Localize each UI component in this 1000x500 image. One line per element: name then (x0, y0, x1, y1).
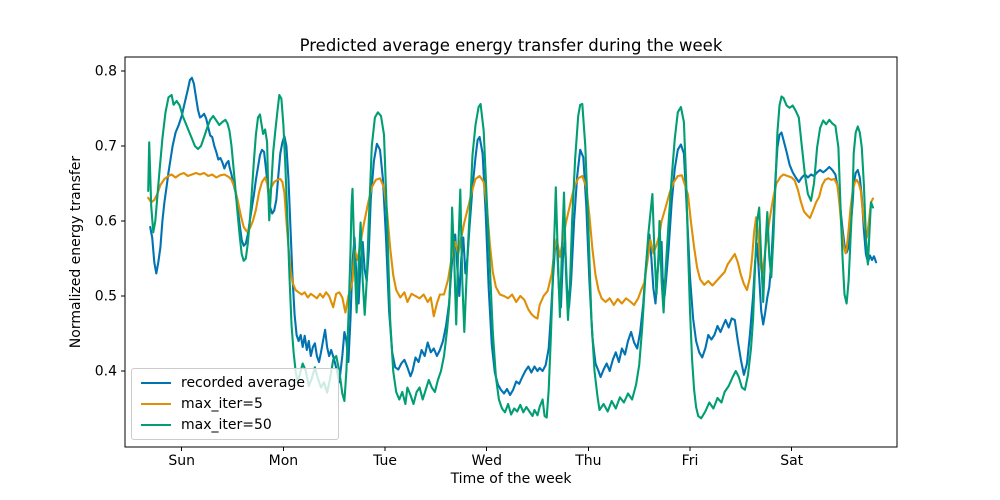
y-tick-label-0.4: 0.4 (95, 364, 117, 380)
x-tick-label-tue: Tue (372, 453, 397, 469)
legend-line-swatch-max-iter-50 (141, 424, 171, 427)
series-line-recorded-average (149, 76, 878, 397)
legend-line-swatch-recorded-average (141, 381, 171, 384)
x-tick-label-fri: Fri (682, 453, 699, 469)
axes-frame (124, 56, 898, 448)
legend-entry-max-iter-5: max_iter=5 (132, 394, 338, 414)
legend-label: recorded average (181, 374, 305, 391)
legend: recorded average max_iter=5 max_iter=50 (131, 368, 339, 440)
x-tick-label-wed: Wed (471, 453, 502, 469)
series-line-max-iter-50 (147, 93, 875, 420)
y-tick-label-0.8: 0.8 (95, 64, 117, 80)
chart-title: Predicted average energy transfer during… (299, 36, 723, 55)
legend-entry-max-iter-50: max_iter=50 (132, 415, 338, 435)
x-axis-label: Time of the week (450, 471, 572, 487)
y-tick-label-0.7: 0.7 (95, 139, 117, 155)
y-axis-label: Normalized energy transfer (68, 155, 84, 349)
legend-label: max_iter=50 (181, 417, 272, 434)
x-tick-label-mon: Mon (269, 453, 299, 469)
legend-label: max_iter=5 (181, 395, 263, 412)
legend-entry-recorded-average: recorded average (132, 373, 338, 393)
x-tick-label-thu: Thu (574, 453, 601, 469)
y-tick-label-0.5: 0.5 (95, 289, 117, 305)
x-tick-label-sun: Sun (168, 453, 195, 469)
legend-line-swatch-max-iter-5 (141, 402, 171, 405)
y-tick-label-0.6: 0.6 (95, 214, 117, 230)
x-tick-label-sat: Sat (780, 453, 803, 469)
series-line-max-iter-5 (147, 171, 875, 320)
